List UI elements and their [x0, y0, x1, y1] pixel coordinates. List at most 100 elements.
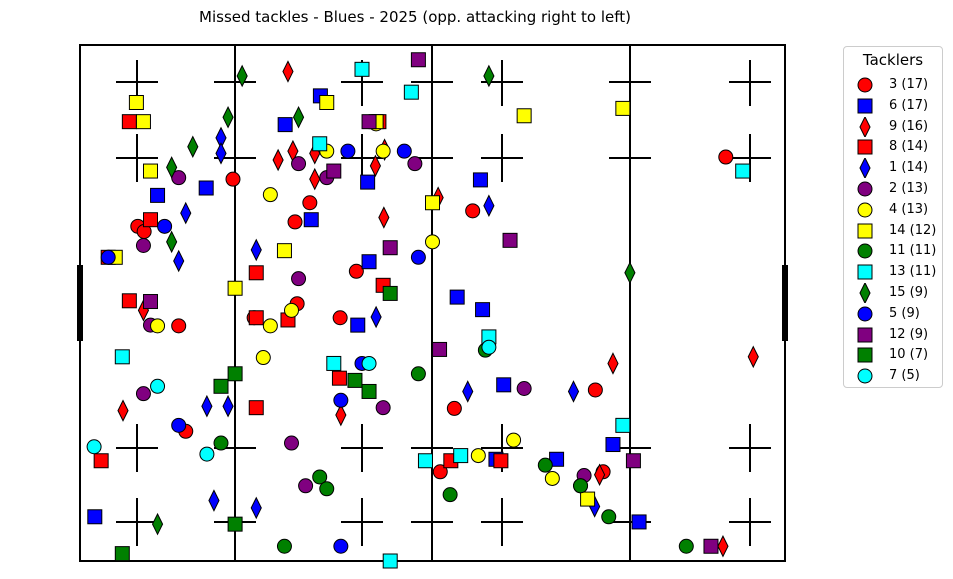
- legend-label: 14 (12): [889, 222, 937, 238]
- data-point: [625, 453, 641, 469]
- legend-label: 8 (14): [889, 139, 929, 155]
- data-point: [350, 317, 366, 333]
- data-point: [410, 366, 426, 382]
- data-point: [747, 345, 759, 369]
- legend-marker: [859, 116, 871, 137]
- data-point: [333, 538, 349, 554]
- legend-item: 7 (5): [854, 366, 942, 386]
- data-point: [117, 399, 129, 422]
- data-point: [410, 52, 426, 68]
- data-point: [407, 156, 423, 172]
- legend-marker-shape: [857, 243, 873, 259]
- legend-item: 15 (9): [854, 283, 942, 303]
- legend-marker: [857, 77, 873, 93]
- legend-label: 6 (17): [889, 97, 929, 113]
- data-point: [378, 206, 390, 229]
- data-point: [593, 463, 606, 487]
- legend-marker: [857, 98, 873, 114]
- data-point: [291, 271, 307, 287]
- data-point: [544, 470, 560, 486]
- legend-marker: [857, 327, 873, 343]
- data-point: [248, 265, 264, 281]
- data-point: [173, 249, 185, 273]
- data-point: [615, 417, 631, 433]
- legend-label: 13 (11): [889, 264, 937, 280]
- data-point: [537, 457, 553, 473]
- legend-marker: [857, 223, 873, 239]
- legend-marker: [859, 283, 871, 303]
- data-point: [375, 143, 391, 159]
- data-point: [303, 212, 319, 228]
- data-point: [624, 261, 636, 285]
- data-point: [227, 366, 243, 382]
- data-point: [128, 94, 144, 110]
- data-point: [472, 172, 488, 188]
- data-point: [312, 469, 328, 485]
- legend-marker: [857, 139, 873, 155]
- data-point: [369, 154, 381, 178]
- legend-marker: [857, 264, 873, 280]
- data-point: [396, 143, 412, 159]
- legend-label: 1 (14): [889, 160, 929, 176]
- data-point: [150, 187, 166, 203]
- data-point: [446, 400, 462, 416]
- data-point: [340, 143, 356, 159]
- data-point: [432, 341, 448, 357]
- data-point: [483, 194, 495, 217]
- data-point: [465, 203, 481, 219]
- legend-title: Tacklers: [862, 51, 924, 69]
- data-point: [333, 392, 349, 408]
- data-point: [403, 84, 419, 100]
- legend-marker: [857, 181, 873, 197]
- legend-marker-shape: [857, 139, 873, 155]
- pitch: [77, 44, 788, 562]
- legend-label: 4 (13): [889, 201, 929, 217]
- data-point: [370, 305, 382, 329]
- data-point: [198, 180, 214, 196]
- data-point: [382, 285, 398, 301]
- legend-label: 10 (7): [889, 347, 929, 363]
- legend-marker: [857, 368, 873, 384]
- data-point: [157, 218, 173, 234]
- legend-marker-shape: [857, 368, 873, 384]
- data-point: [100, 249, 116, 265]
- legend-marker: [857, 306, 873, 322]
- legend-marker-shape: [857, 223, 873, 239]
- legend-marker-shape: [857, 98, 873, 114]
- data-point: [135, 114, 151, 130]
- legend-marker-shape: [857, 306, 873, 322]
- data-point: [227, 516, 243, 532]
- data-point: [187, 135, 199, 158]
- data-point: [615, 100, 631, 116]
- legend-label: 9 (16): [889, 118, 929, 134]
- data-point: [150, 378, 166, 394]
- data-point: [432, 464, 448, 480]
- data-point: [361, 355, 377, 371]
- data-point: [143, 163, 158, 179]
- data-point: [425, 195, 440, 211]
- data-point: [166, 230, 178, 254]
- data-point: [735, 163, 751, 179]
- legend-marker: [857, 347, 873, 363]
- legend-marker: [859, 158, 871, 179]
- data-point: [506, 432, 522, 448]
- legend-label: 11 (11): [889, 243, 937, 259]
- data-point: [361, 114, 377, 130]
- legend-item: 9 (16): [854, 116, 942, 137]
- legend-item: 2 (13): [854, 179, 942, 199]
- data-point: [292, 105, 305, 129]
- data-point: [298, 478, 314, 494]
- legend-item: 11 (11): [854, 241, 942, 261]
- goal-posts-right: [782, 265, 788, 341]
- data-point: [607, 352, 619, 375]
- data-point: [276, 243, 292, 259]
- legend-label: 5 (9): [889, 305, 920, 321]
- data-point: [375, 400, 391, 416]
- data-point: [87, 509, 103, 525]
- data-point: [449, 289, 465, 305]
- data-point: [382, 553, 398, 569]
- data-point: [573, 478, 589, 494]
- data-point: [86, 439, 102, 455]
- data-point: [302, 195, 318, 211]
